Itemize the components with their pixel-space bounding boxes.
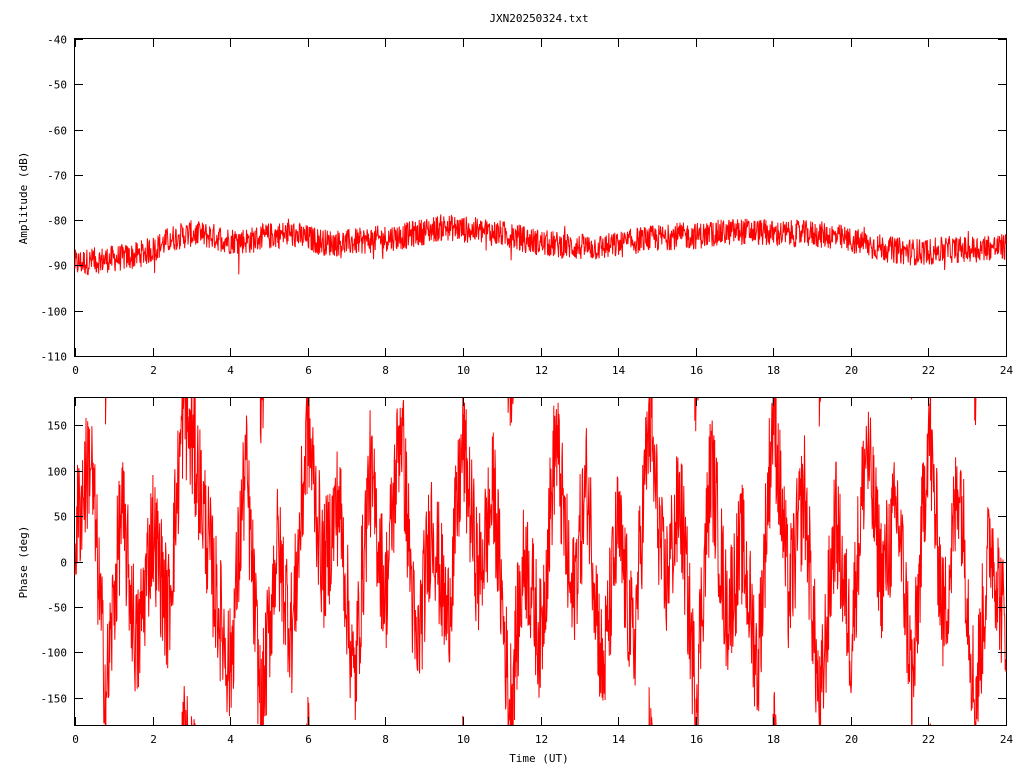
phase-series-line xyxy=(190,716,193,726)
phase-series-line xyxy=(306,397,309,495)
phase-series-line xyxy=(773,692,776,726)
x-tick-label: 8 xyxy=(382,733,389,746)
phase-series-line xyxy=(260,658,263,726)
phase-series-line xyxy=(697,397,774,725)
phase-series-line xyxy=(510,643,512,726)
phase-series-line xyxy=(262,397,308,725)
phase-series-line xyxy=(191,397,195,495)
phase-series-line xyxy=(183,685,186,726)
amplitude-y-axis-label: Amplitude (dB) xyxy=(17,152,30,245)
phase-series-line xyxy=(975,507,1007,725)
phase-series-line xyxy=(462,398,509,726)
y-tick-label: 150 xyxy=(47,420,67,433)
phase-series-line xyxy=(185,397,188,481)
phase-series-line xyxy=(187,397,192,485)
y-tick-label: -70 xyxy=(47,170,67,183)
phase-plot-frame xyxy=(74,397,1007,726)
y-tick-label: -90 xyxy=(47,260,67,273)
phase-series-line xyxy=(509,397,512,426)
phase-series-line xyxy=(194,398,261,726)
amplitude-plot: -40-50-60-70-80-90-100-110 0 2 4 6 8 10 12 14 16… xyxy=(17,34,1013,378)
x-tick-label: 2 xyxy=(150,733,157,746)
x-tick-label: 2 xyxy=(150,364,157,377)
phase-y-axis-label: Phase (deg) xyxy=(17,526,30,599)
phase-series-line xyxy=(930,398,976,726)
phase-series-line xyxy=(651,398,696,726)
x-tick-label: 16 xyxy=(690,364,703,377)
phase-series-line xyxy=(649,397,652,473)
phase-series-line xyxy=(695,684,699,726)
y-tick-label: -100 xyxy=(41,306,68,319)
phase-series-line xyxy=(308,397,464,721)
x-tick-label: 16 xyxy=(690,733,703,746)
phase-series-line xyxy=(774,397,777,468)
phase-series-line xyxy=(512,397,650,725)
x-tick-label: 14 xyxy=(612,364,626,377)
y-tick-label: -80 xyxy=(47,215,67,228)
x-tick-label: 6 xyxy=(305,364,312,377)
x-tick-label: 10 xyxy=(457,733,470,746)
x-tick-label: 18 xyxy=(767,733,780,746)
phase-y-ticks: 150 100 50 0 -50 -100 -150 xyxy=(41,420,1006,706)
phase-series-line xyxy=(105,397,183,725)
x-tick-label: 14 xyxy=(612,733,626,746)
y-tick-label: -40 xyxy=(47,34,67,47)
x-tick-label: 24 xyxy=(1000,364,1014,377)
phase-series-line xyxy=(508,698,511,726)
x-tick-label: 22 xyxy=(922,364,935,377)
x-tick-label: 22 xyxy=(922,733,935,746)
phase-series-line xyxy=(651,717,653,726)
x-tick-label: 20 xyxy=(845,364,858,377)
phase-series-line xyxy=(819,397,822,403)
x-tick-label: 24 xyxy=(1000,733,1014,746)
x-tick-label: 0 xyxy=(72,733,79,746)
phase-series-line xyxy=(694,716,697,726)
amplitude-trace xyxy=(74,214,1007,276)
x-tick-label: 0 xyxy=(72,364,79,377)
phase-series-line xyxy=(511,683,514,726)
y-tick-label: -110 xyxy=(41,351,68,364)
y-tick-label: -150 xyxy=(41,693,68,706)
phase-series-line xyxy=(74,417,106,726)
phase-series-line xyxy=(911,397,931,725)
phase-series-line xyxy=(820,411,913,726)
phase-trace xyxy=(74,397,1007,726)
chart-title: JXN20250324.txt xyxy=(489,12,588,25)
phase-x-ticks: 0 2 4 6 8 10 12 14 16 18 20 22 24 xyxy=(72,398,1013,746)
phase-series-line xyxy=(775,398,820,726)
phase-series-line xyxy=(182,397,184,479)
amplitude-x-ticks: 0 2 4 6 8 10 12 14 16 18 20 22 24 xyxy=(72,39,1013,377)
x-tick-label: 4 xyxy=(227,364,234,377)
x-tick-label: 10 xyxy=(457,364,470,377)
y-tick-label: -100 xyxy=(41,647,68,660)
amplitude-series-line xyxy=(74,214,1007,276)
x-tick-label: 18 xyxy=(767,364,780,377)
x-tick-label: 20 xyxy=(845,733,858,746)
x-tick-label: 12 xyxy=(535,364,548,377)
y-tick-label: -50 xyxy=(47,602,67,615)
phase-series-line xyxy=(184,397,187,440)
x-tick-label: 4 xyxy=(227,733,234,746)
x-tick-label: 12 xyxy=(535,733,548,746)
phase-series-line xyxy=(261,397,264,401)
y-tick-label: 100 xyxy=(47,466,67,479)
y-tick-label: -60 xyxy=(47,125,67,138)
x-tick-label: 8 xyxy=(382,364,389,377)
y-tick-label: -50 xyxy=(47,79,67,92)
amplitude-y-ticks: -40 -50 -60 -70 -80 -90 -100 -110 xyxy=(41,34,1006,364)
phase-x-axis-label: Time (UT) xyxy=(509,752,569,765)
y-tick-label: 0 xyxy=(60,557,67,570)
x-tick-label: 6 xyxy=(305,733,312,746)
phase-series-line xyxy=(259,397,262,444)
y-tick-label: 50 xyxy=(54,511,67,524)
amplitude-plot-frame xyxy=(74,38,1007,357)
